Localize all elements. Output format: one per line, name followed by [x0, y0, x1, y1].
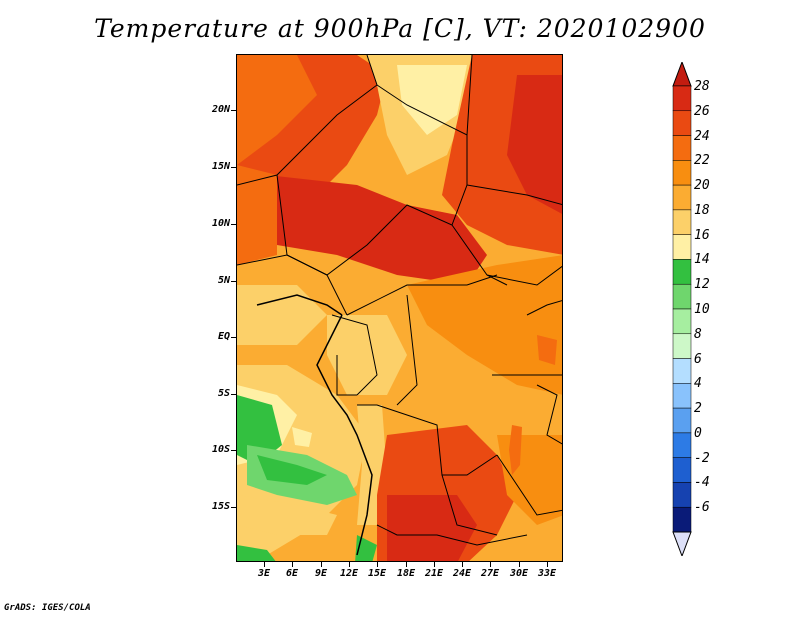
credit-text: GrADS: IGES/COLA — [4, 603, 91, 613]
lon-tick — [519, 562, 520, 567]
lon-label-24e: 24E — [452, 568, 472, 579]
colorbar-label: 10 — [694, 302, 710, 317]
colorbar-swatch — [672, 110, 692, 136]
lon-tick — [406, 562, 407, 567]
colorbar-label: 16 — [694, 227, 710, 243]
colorbar-label: 28 — [694, 79, 710, 94]
lon-label-6e: 6E — [285, 568, 299, 579]
lat-tick — [231, 224, 236, 225]
lat-label-15n: 15N — [211, 161, 230, 172]
colorbar-swatch — [672, 283, 692, 310]
lat-tick — [231, 450, 236, 451]
lat-tick — [231, 167, 236, 168]
lat-label-5n: 5N — [217, 275, 230, 286]
colorbar-swatch — [672, 259, 692, 285]
lat-label-15s: 15S — [211, 501, 230, 512]
colorbar-label: 6 — [694, 351, 702, 367]
colorbar-label: 20 — [694, 178, 710, 194]
lon-label-30e: 30E — [509, 568, 529, 579]
colorbar-label: 22 — [694, 153, 710, 169]
lat-tick — [231, 394, 236, 395]
lat-tick — [231, 507, 236, 508]
temperature-field — [237, 55, 562, 561]
colorbar-label: 14 — [694, 252, 710, 268]
colorbar-label: 0 — [694, 425, 702, 441]
colorbar-swatch — [672, 407, 692, 434]
colorbar-swatch — [672, 482, 692, 508]
lon-tick — [264, 562, 265, 567]
colorbar-label: 2 — [694, 401, 702, 417]
lat-tick — [231, 337, 236, 338]
colorbar-swatch — [672, 308, 692, 335]
lat-label-10s: 10S — [211, 444, 230, 455]
lon-label-27e: 27E — [480, 568, 500, 579]
lon-label-12e: 12E — [339, 568, 359, 579]
map-title: Temperature at 900hPa [C], VT: 202010290… — [94, 14, 706, 43]
colorbar-swatch — [672, 333, 692, 359]
colorbar-swatch — [672, 457, 692, 483]
lon-label-21e: 21E — [424, 568, 444, 579]
lat-label-10n: 10N — [211, 218, 230, 229]
colorbar-swatch — [672, 432, 692, 458]
colorbar — [672, 62, 692, 556]
lon-label-15e: 15E — [367, 568, 387, 579]
colorbar-swatch — [672, 358, 692, 384]
colorbar-label: 12 — [694, 277, 710, 293]
colorbar-swatch — [672, 506, 692, 533]
colorbar-swatch — [672, 184, 692, 211]
colorbar-label: -6 — [694, 500, 710, 516]
colorbar-swatch — [672, 383, 692, 409]
lon-tick — [490, 562, 491, 567]
lon-tick — [434, 562, 435, 567]
lon-tick — [321, 562, 322, 567]
lat-label-eq: EQ — [217, 331, 230, 342]
colorbar-swatch — [672, 209, 692, 235]
colorbar-swatch — [672, 160, 692, 186]
lat-tick — [231, 110, 236, 111]
lon-tick — [462, 562, 463, 567]
colorbar-label: -2 — [694, 450, 710, 466]
colorbar-label: 26 — [694, 103, 710, 119]
lat-label-5s: 5S — [217, 388, 230, 399]
lon-tick — [547, 562, 548, 567]
colorbar-swatch — [672, 85, 692, 112]
colorbar-label: 18 — [694, 202, 710, 218]
lon-label-18e: 18E — [396, 568, 416, 579]
colorbar-top-arrow — [672, 62, 692, 87]
colorbar-swatch — [672, 135, 692, 161]
temperature-map — [236, 54, 563, 562]
lon-tick — [292, 562, 293, 567]
lon-tick — [377, 562, 378, 567]
colorbar-label: 24 — [694, 128, 710, 144]
colorbar-swatch — [672, 234, 692, 260]
lon-label-9e: 9E — [314, 568, 328, 579]
colorbar-label: 8 — [694, 326, 702, 342]
colorbar-label: -4 — [694, 475, 710, 491]
lon-tick — [349, 562, 350, 567]
colorbar-bottom-arrow — [672, 531, 692, 556]
colorbar-label: 4 — [694, 376, 702, 392]
lon-label-33e: 33E — [537, 568, 557, 579]
lat-label-20n: 20N — [211, 104, 230, 115]
lon-label-3e: 3E — [257, 568, 271, 579]
lat-tick — [231, 281, 236, 282]
